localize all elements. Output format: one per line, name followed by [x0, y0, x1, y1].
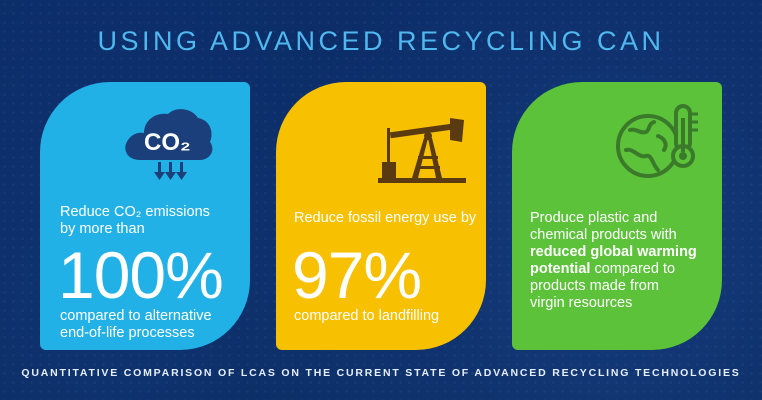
card-fossil-after: compared to landfilling	[294, 308, 440, 324]
highlight-potential: potential	[530, 261, 591, 277]
card-warming: Produce plastic and chemical products wi…	[512, 82, 722, 350]
oil-pump-icon	[376, 98, 468, 188]
footer-caption: QUANTITATIVE COMPARISON OF LCAS ON THE C…	[21, 367, 741, 379]
card-co2-text: Reduce CO₂ emissions by more than	[60, 204, 210, 237]
card-co2: CO₂ Reduce CO₂ emissions by more than 10…	[40, 82, 250, 350]
globe-thermometer-icon	[612, 100, 704, 186]
card-co2-after: compared to alternative end-of-life proc…	[60, 308, 212, 341]
card-fossil: Reduce fossil energy use by 97% compared…	[276, 82, 486, 350]
co2-icon-label: CO₂	[144, 129, 191, 156]
card-warming-text: Produce plastic and chemical products wi…	[530, 210, 697, 311]
card-fossil-value: 97%	[292, 238, 422, 312]
page-title: USING ADVANCED RECYCLING CAN	[97, 26, 665, 56]
card-fossil-text: Reduce fossil energy use by	[294, 210, 477, 226]
card-co2-value: 100%	[58, 238, 224, 312]
highlight-reduced-warming: reduced global warming	[530, 244, 697, 260]
co2-cloud-icon: CO₂	[118, 102, 216, 184]
